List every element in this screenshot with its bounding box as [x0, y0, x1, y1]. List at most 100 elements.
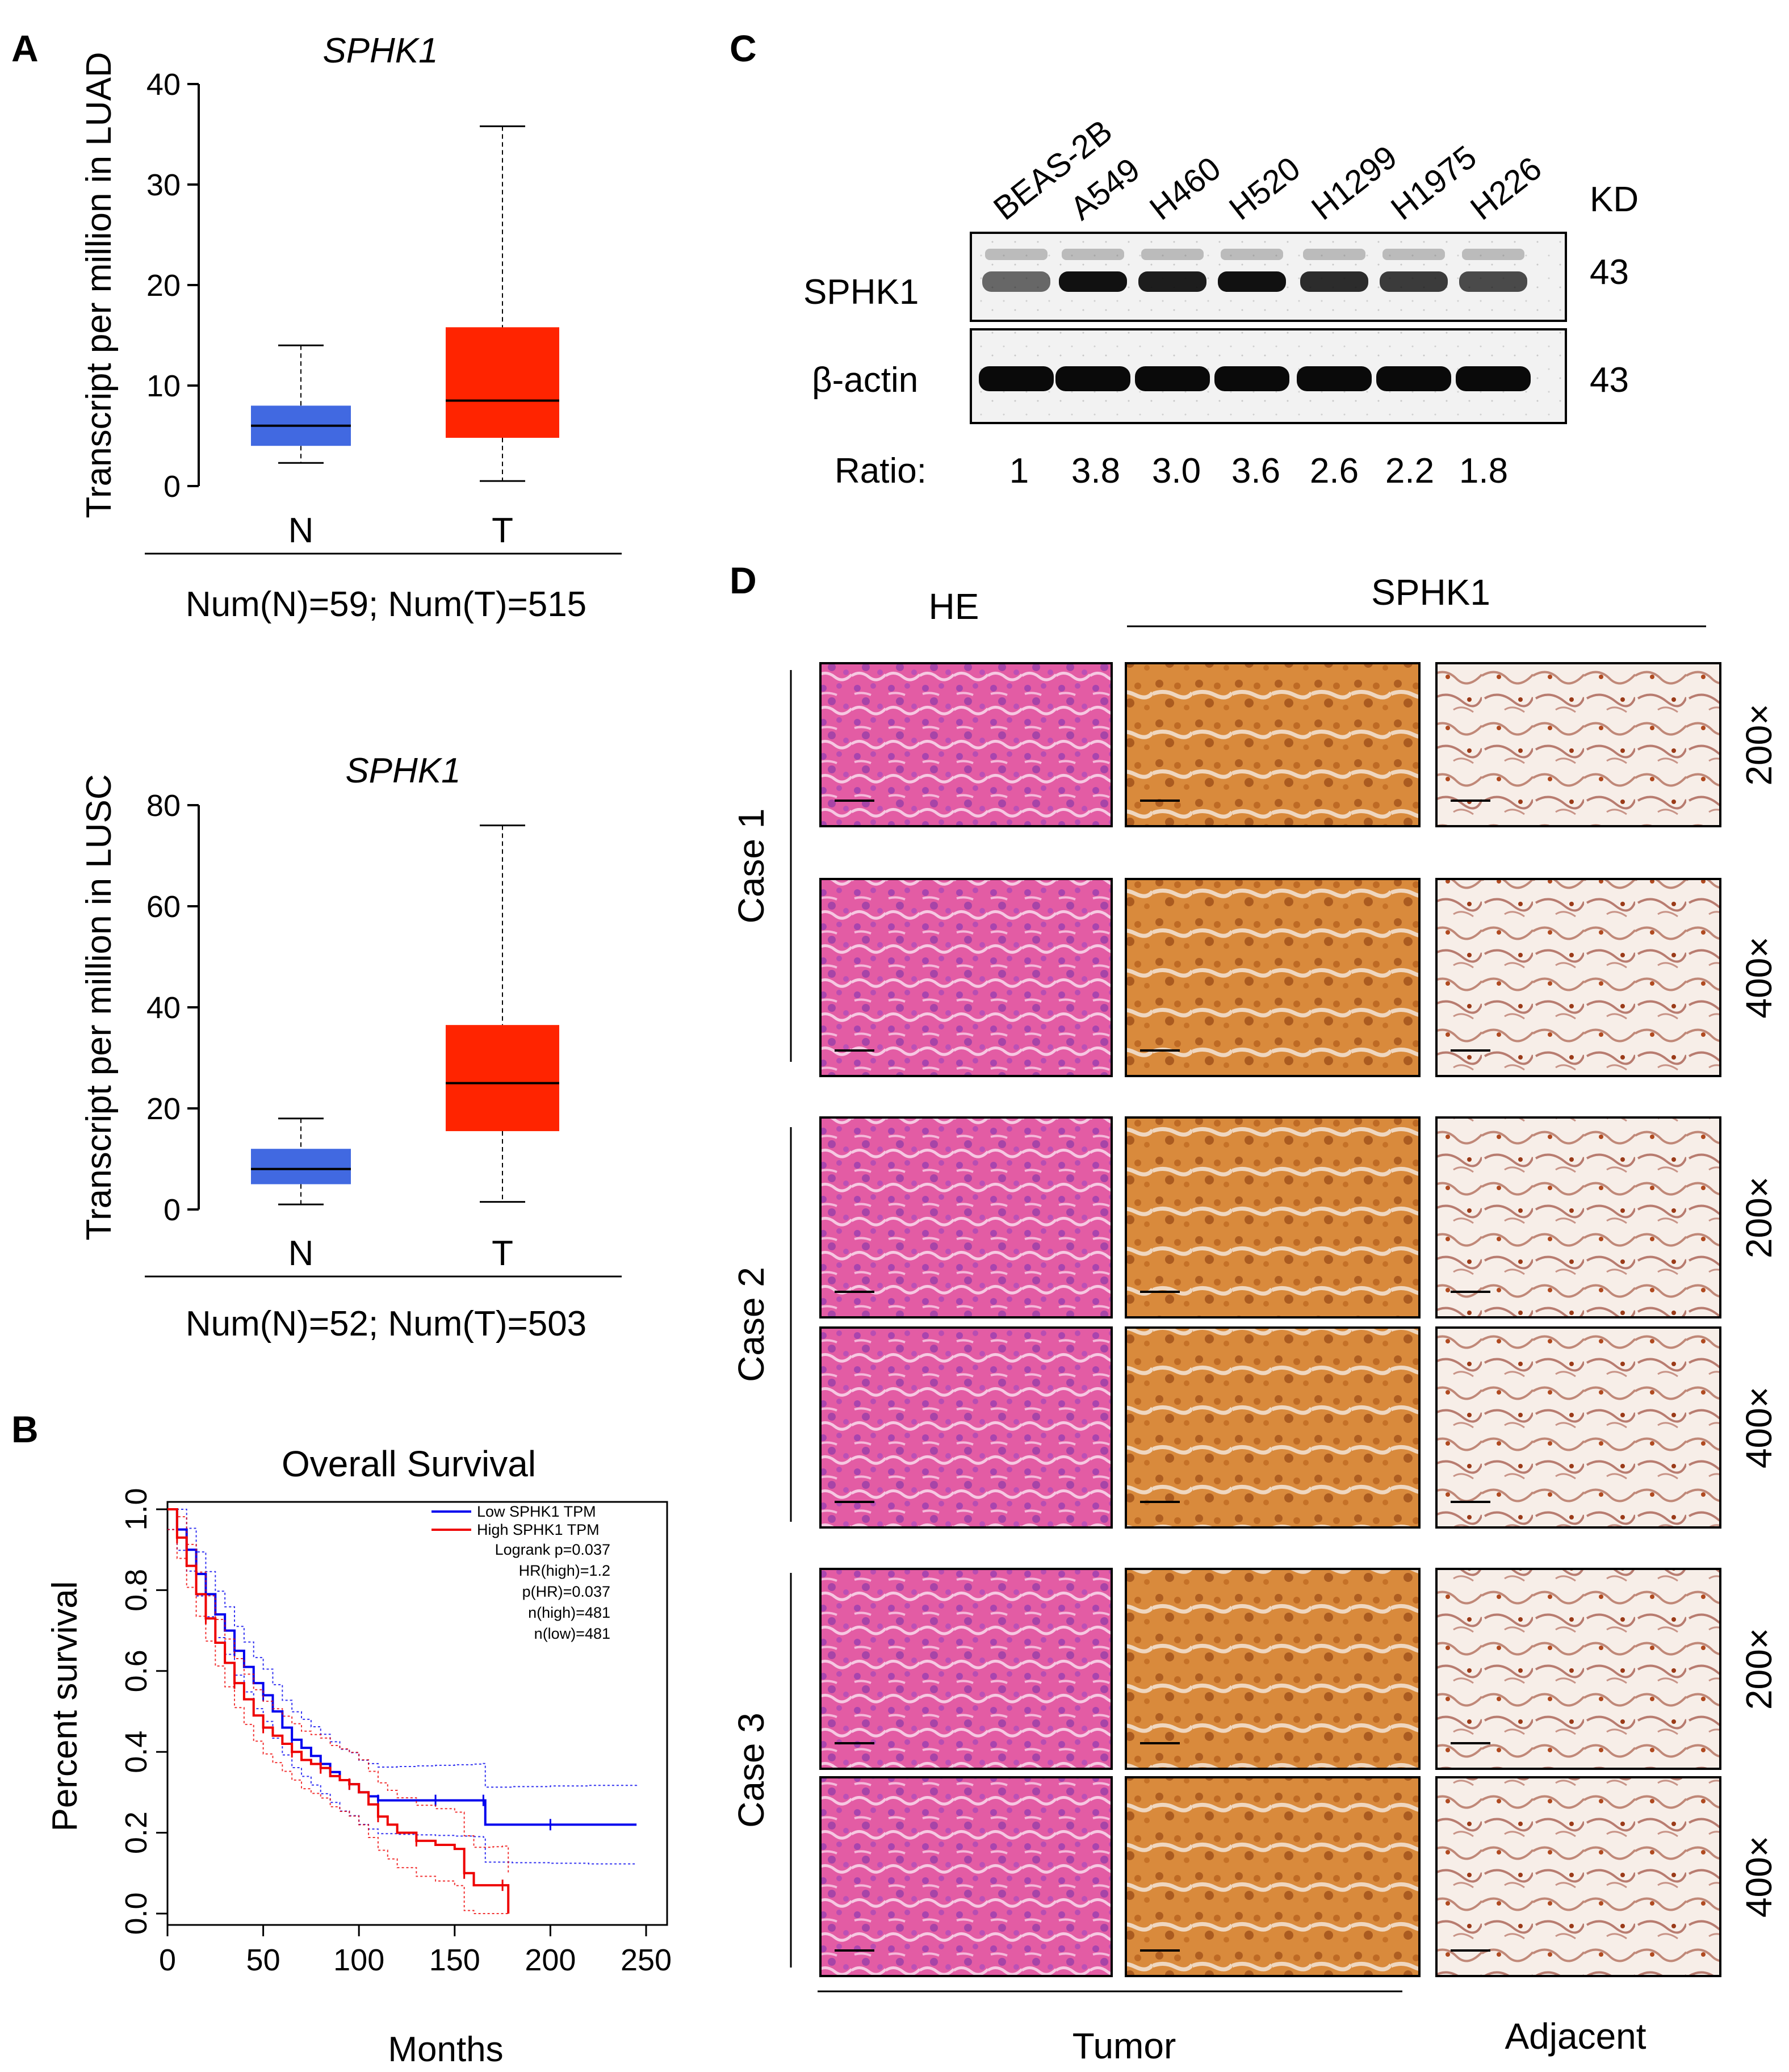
km-ytick-label: 0.2 [119, 1811, 153, 1854]
km-legend: Low SPHK1 TPM High SPHK1 TPM Logrank p=0… [431, 1503, 610, 1642]
km-ci-low-lower [167, 1529, 638, 1865]
lusc-xtick-n: N [288, 1234, 314, 1273]
wb-ratio-value: 2.2 [1385, 451, 1434, 491]
ihc-image-adjacent [1435, 1776, 1721, 1977]
ytick-label: 20 [146, 269, 181, 303]
ytick-label: 40 [146, 991, 181, 1025]
ytick-label: 40 [146, 68, 181, 102]
wb-ratio-value: 2.6 [1310, 451, 1359, 491]
panel-label-a: A [11, 27, 39, 69]
ihc-magnification: 200× [1738, 704, 1779, 785]
km-ci-high-upper [167, 1509, 509, 1874]
ihc-image-tumor [1125, 662, 1421, 827]
wb-lane-label: H460 [1143, 150, 1227, 228]
ytick-label: 80 [146, 789, 181, 823]
wb-sphk1-band [1380, 271, 1448, 292]
wb-kd-header: KD [1590, 180, 1639, 219]
legend-high-label: High SPHK1 TPM [477, 1521, 600, 1538]
km-stat-nlow: n(low)=481 [534, 1625, 610, 1642]
ihc-image-he [819, 1776, 1113, 1977]
km-stat-logrank: Logrank p=0.037 [495, 1541, 610, 1558]
luad-title: SPHK1 [322, 31, 438, 70]
km-ytick-label: 0.0 [119, 1892, 153, 1935]
panel-label-c: C [730, 27, 757, 69]
wb-sphk1-upper-band [1062, 249, 1124, 260]
ytick-label: 0 [164, 1193, 181, 1227]
wb-sphk1-upper-band [1141, 249, 1204, 260]
ihc-image-he [819, 662, 1113, 827]
wb-ratio-value: 1.8 [1459, 451, 1508, 491]
km-xtick-label: 150 [429, 1943, 480, 1977]
box-T [446, 327, 559, 438]
ihc-magnification: 200× [1738, 1177, 1779, 1258]
ytick-label: 30 [146, 168, 181, 202]
ihc-bottom-adjacent: Adjacent [1505, 2016, 1646, 2057]
wb-sphk1-band [1300, 271, 1368, 292]
ihc-image-adjacent [1435, 878, 1721, 1077]
km-xtick-label: 50 [246, 1943, 280, 1977]
ihc-image-adjacent [1435, 1116, 1721, 1318]
ihc-case-label: Case 3 [731, 1713, 772, 1828]
luad-ylabel: Transcript per million in LUAD [79, 52, 119, 518]
ihc-image-tumor [1125, 1776, 1421, 1977]
km-stat-phr: p(HR)=0.037 [522, 1583, 610, 1600]
km-xtick-label: 0 [159, 1943, 176, 1977]
wb-sphk1-upper-band [1382, 249, 1445, 260]
wb-ratio-value: 3.0 [1152, 451, 1201, 491]
luad-footer: Num(N)=59; Num(T)=515 [186, 585, 586, 624]
ihc-magnification: 400× [1738, 1387, 1779, 1468]
ihc-image-adjacent [1435, 1568, 1721, 1770]
luad-boxplot: SPHK1 0 10 20 30 40 Transcript per million i… [79, 31, 622, 624]
wb-actin-band [1135, 366, 1210, 391]
km-ytick-label: 0.6 [119, 1650, 153, 1692]
ihc-bottom-tumor: Tumor [1072, 2025, 1176, 2066]
box-N [251, 1149, 351, 1184]
km-stat-nhigh: n(high)=481 [528, 1604, 610, 1621]
wb-actin-band [1214, 366, 1289, 391]
lusc-footer: Num(N)=52; Num(T)=503 [186, 1304, 586, 1343]
ihc-image-tumor [1125, 1568, 1421, 1770]
ihc-case-label: Case 2 [731, 1267, 772, 1382]
ihc-image-adjacent [1435, 662, 1721, 827]
lusc-title: SPHK1 [345, 751, 460, 790]
ihc-magnification: 400× [1738, 936, 1779, 1018]
km-curve-low [167, 1508, 637, 1826]
lusc-ylabel: Transcript per million in LUSC [79, 774, 119, 1240]
km-xlabel: Months [388, 2030, 503, 2069]
ihc-col-he: HE [929, 586, 979, 627]
wb-actin-band [1055, 366, 1130, 391]
wb-row-label-sphk1: SPHK1 [803, 273, 919, 312]
ihc-magnification: 400× [1738, 1836, 1779, 1918]
ihc-image-he [819, 1116, 1113, 1318]
wb-ratio-label: Ratio: [835, 451, 927, 491]
ihc-image-he [819, 878, 1113, 1077]
lusc-boxplot: SPHK1 0 20 40 60 80 Transcript per million i… [79, 751, 622, 1343]
luad-xtick-t: T [492, 511, 513, 550]
km-ytick-label: 0.8 [119, 1569, 153, 1611]
ihc-image-tumor [1125, 1116, 1421, 1318]
lusc-xtick-t: T [492, 1234, 513, 1273]
ihc-col-sphk1: SPHK1 [1371, 572, 1490, 613]
wb-lane-label: H1975 [1384, 139, 1484, 227]
km-xtick-label: 200 [525, 1943, 576, 1977]
survival-plot: Overall Survival 0 50 100 150 200 250 0.0 0.2 0.… [45, 1443, 672, 2069]
km-ytick-label: 0.4 [119, 1731, 153, 1773]
wb-sphk1-band [1059, 271, 1127, 292]
km-xtick-label: 250 [621, 1943, 672, 1977]
ytick-label: 10 [146, 369, 181, 403]
wb-sphk1-upper-band [1303, 249, 1365, 260]
ihc-image-adjacent [1435, 1326, 1721, 1529]
km-ylabel: Percent survival [45, 1581, 85, 1831]
panel-label-b: B [11, 1408, 39, 1450]
wb-actin-band [1297, 366, 1372, 391]
wb-actin-band [1376, 366, 1451, 391]
ytick-label: 20 [146, 1092, 181, 1126]
ihc-magnification: 200× [1738, 1628, 1779, 1710]
panel-label-d: D [730, 559, 757, 601]
legend-low-label: Low SPHK1 TPM [477, 1503, 596, 1520]
ihc-image-he [819, 1568, 1113, 1770]
wb-kd-sphk1: 43 [1590, 253, 1629, 292]
wb-lane-label: H520 [1222, 150, 1307, 228]
